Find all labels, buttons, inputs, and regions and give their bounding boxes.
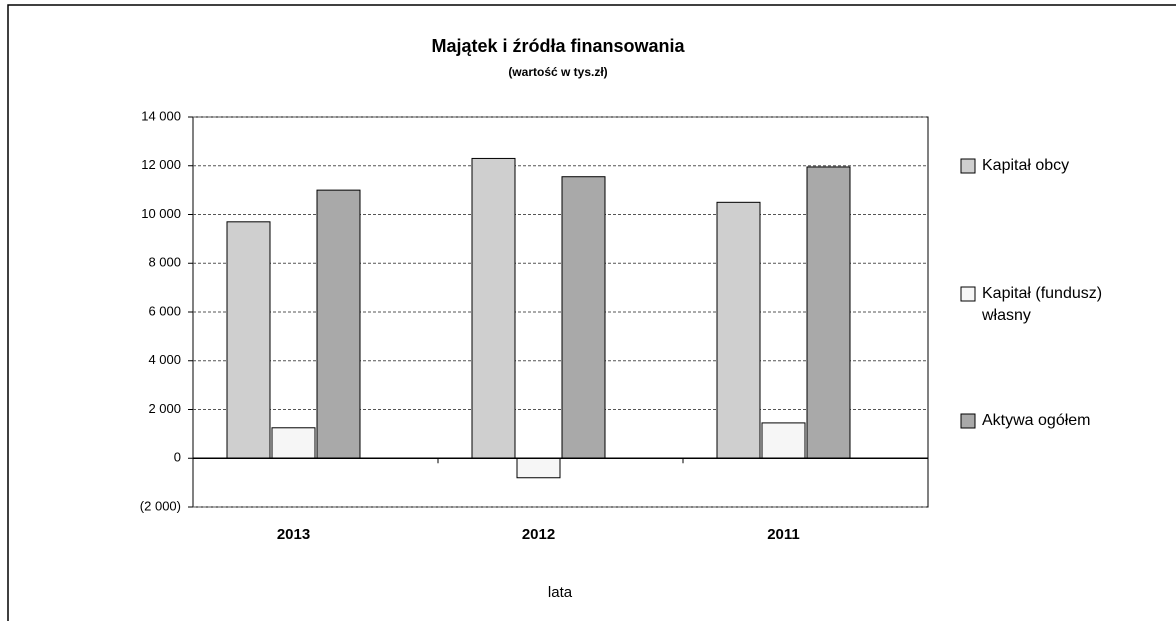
y-tick-label: 10 000	[141, 206, 181, 221]
x-tick-label: 2011	[767, 526, 800, 543]
y-tick-label: (2 000)	[140, 498, 181, 513]
y-tick-label: 8 000	[148, 255, 181, 270]
bar	[471, 157, 516, 459]
legend-swatch	[960, 413, 976, 429]
bar	[516, 457, 561, 479]
bar	[761, 422, 806, 459]
bar	[561, 176, 606, 459]
y-tick-label: 2 000	[148, 401, 181, 416]
legend-swatch	[960, 158, 976, 174]
x-tick-label: 2012	[522, 526, 555, 543]
x-axis-label: lata	[548, 584, 573, 601]
chart-title: Majątek i źródła finansowania	[431, 36, 685, 56]
y-tick-label: 6 000	[148, 303, 181, 318]
legend-label: Kapitał obcy	[982, 157, 1070, 174]
bar	[806, 166, 851, 459]
y-tick-label: 0	[174, 450, 181, 465]
legend-swatch	[960, 286, 976, 302]
bar	[316, 189, 361, 459]
frame	[7, 4, 1176, 621]
x-tick-label: 2013	[277, 526, 310, 543]
legend-label: Kapitał (fundusz) własny	[982, 285, 1103, 324]
y-tick-label: 4 000	[148, 352, 181, 367]
bar	[271, 427, 316, 459]
y-tick-label: 12 000	[141, 157, 181, 172]
bar	[716, 201, 761, 459]
y-tick-label: 14 000	[141, 108, 181, 123]
bar	[226, 221, 271, 459]
legend-label: Aktywa ogółem	[982, 412, 1091, 429]
chart-subtitle: (wartość w tys.zł)	[508, 65, 607, 79]
